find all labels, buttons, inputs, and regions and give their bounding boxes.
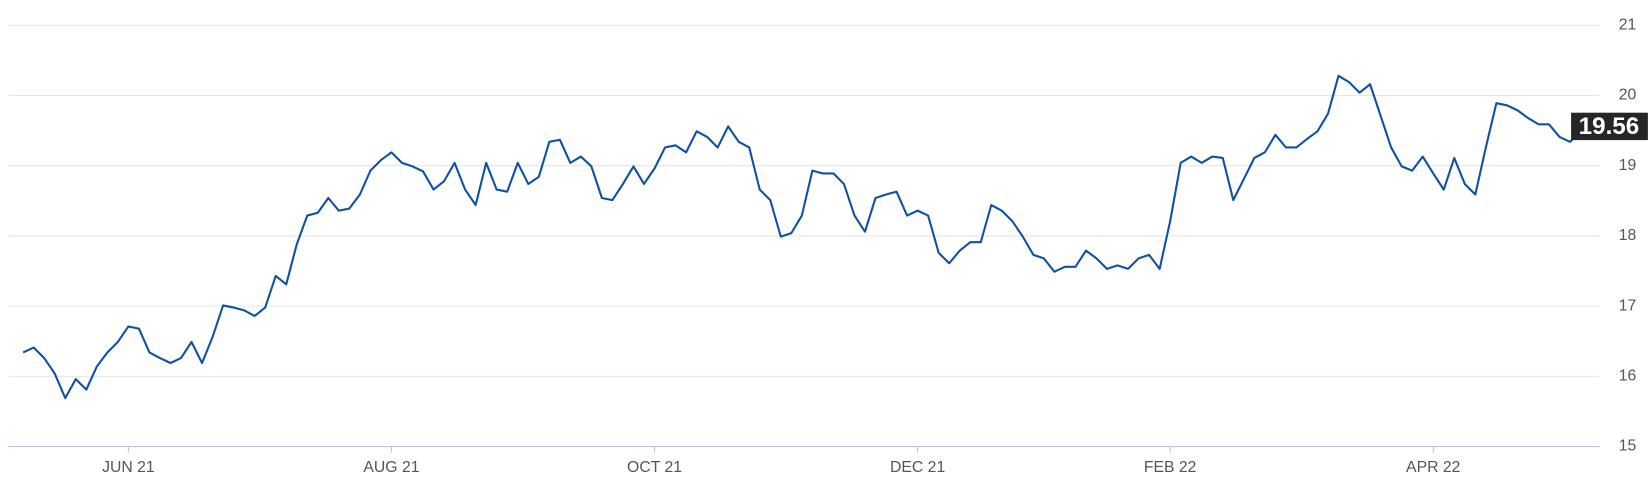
x-tick-label: OCT 21 <box>627 459 682 476</box>
y-tick-label: 20 <box>1619 87 1637 104</box>
y-tick-label: 16 <box>1619 368 1637 385</box>
y-tick-label: 15 <box>1619 438 1637 455</box>
y-tick-label: 17 <box>1619 297 1637 314</box>
last-value-box <box>1571 112 1648 141</box>
x-tick-label: JUN 21 <box>102 459 155 476</box>
x-tick-label: FEB 22 <box>1144 459 1197 476</box>
x-tick-label: DEC 21 <box>890 459 945 476</box>
y-tick-label: 19 <box>1619 157 1637 174</box>
x-tick-label: AUG 21 <box>363 459 419 476</box>
y-tick-label: 21 <box>1619 16 1637 33</box>
last-value-label: 19.56 <box>1579 113 1640 140</box>
price-line <box>22 74 1592 400</box>
x-tick-label: APR 22 <box>1406 459 1460 476</box>
y-tick-label: 18 <box>1619 227 1637 244</box>
